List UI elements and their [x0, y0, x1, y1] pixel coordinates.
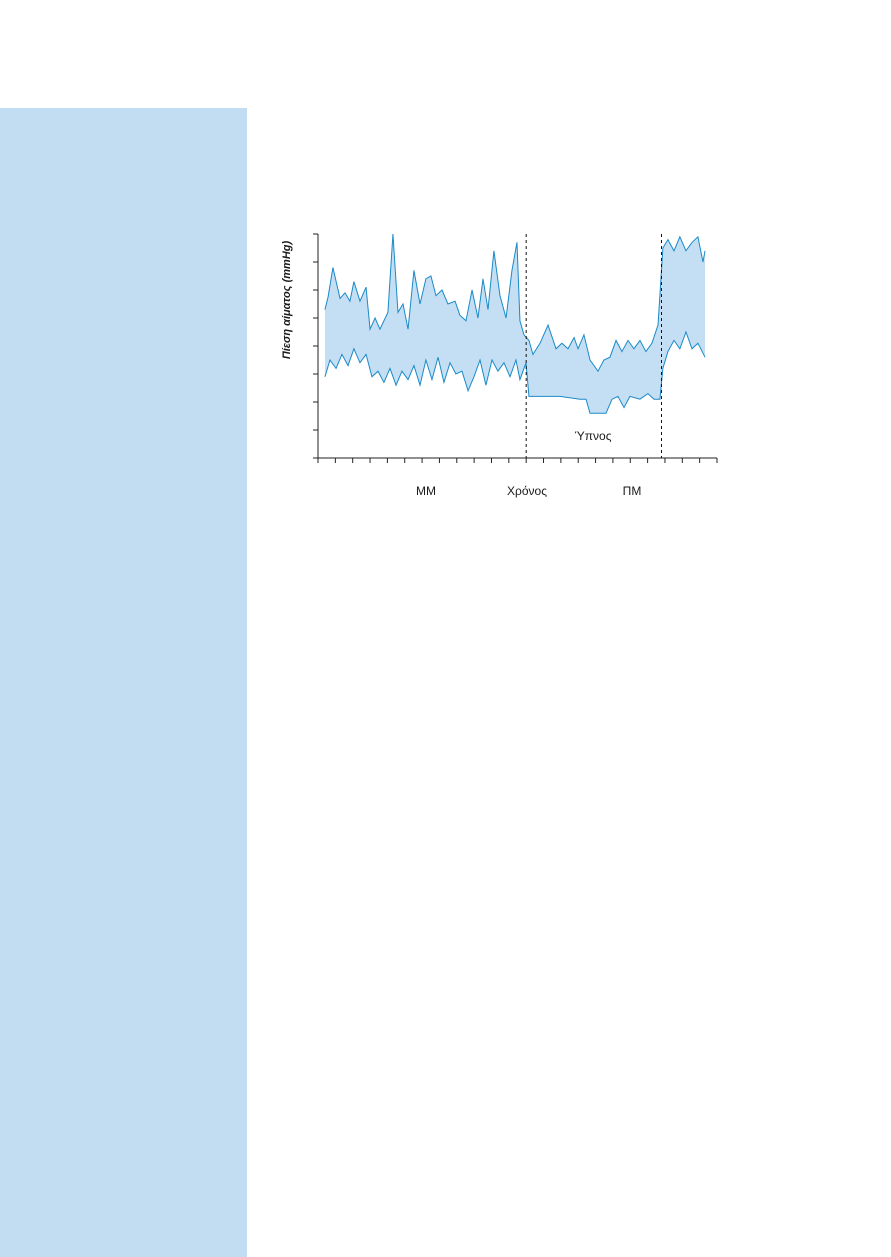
annotation: Ύπνος: [574, 429, 611, 443]
y-axis-label: Πίεση αίματος (mmHg): [281, 241, 293, 360]
x-axis-label: Χρόνος: [507, 484, 547, 498]
range-line: [324, 233, 706, 373]
annotation: ΠΜ: [623, 484, 642, 498]
sidebar: [0, 108, 247, 1257]
range-fill: [324, 234, 706, 414]
annotation: ΜΜ: [416, 484, 436, 498]
range-line: [324, 330, 706, 414]
